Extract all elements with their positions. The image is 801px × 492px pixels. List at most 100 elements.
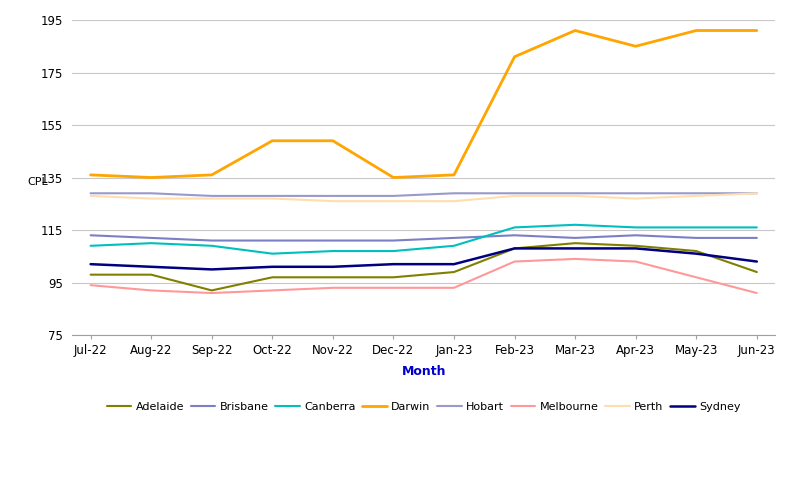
Sydney	[449, 261, 459, 267]
Canberra	[268, 251, 277, 257]
Brisbane	[570, 235, 580, 241]
Melbourne	[86, 282, 95, 288]
Perth	[570, 193, 580, 199]
Canberra	[631, 224, 641, 230]
Canberra	[388, 248, 398, 254]
Hobart	[86, 190, 95, 196]
Darwin	[752, 28, 762, 33]
Adelaide	[631, 243, 641, 249]
Melbourne	[449, 285, 459, 291]
Sydney	[570, 246, 580, 251]
Hobart	[691, 190, 701, 196]
Darwin	[509, 54, 519, 60]
Adelaide	[207, 287, 216, 293]
Line: Sydney: Sydney	[91, 248, 757, 270]
Canberra	[328, 248, 338, 254]
Sydney	[147, 264, 156, 270]
Sydney	[86, 261, 95, 267]
Canberra	[147, 240, 156, 246]
Canberra	[509, 224, 519, 230]
Canberra	[449, 243, 459, 249]
Melbourne	[570, 256, 580, 262]
Adelaide	[752, 269, 762, 275]
Perth	[207, 196, 216, 202]
Brisbane	[207, 238, 216, 244]
Line: Adelaide: Adelaide	[91, 243, 757, 290]
Hobart	[449, 190, 459, 196]
Hobart	[509, 190, 519, 196]
Melbourne	[388, 285, 398, 291]
Darwin	[388, 175, 398, 181]
Darwin	[86, 172, 95, 178]
Canberra	[570, 222, 580, 228]
Hobart	[388, 193, 398, 199]
Brisbane	[449, 235, 459, 241]
Adelaide	[147, 272, 156, 277]
Perth	[268, 196, 277, 202]
Brisbane	[328, 238, 338, 244]
Brisbane	[147, 235, 156, 241]
Canberra	[691, 224, 701, 230]
Sydney	[328, 264, 338, 270]
Brisbane	[388, 238, 398, 244]
Adelaide	[449, 269, 459, 275]
Sydney	[388, 261, 398, 267]
Line: Perth: Perth	[91, 193, 757, 201]
Melbourne	[328, 285, 338, 291]
Line: Hobart: Hobart	[91, 193, 757, 196]
Brisbane	[752, 235, 762, 241]
Hobart	[752, 190, 762, 196]
Brisbane	[509, 232, 519, 238]
Darwin	[207, 172, 216, 178]
Adelaide	[268, 275, 277, 280]
Sydney	[207, 267, 216, 273]
Hobart	[328, 193, 338, 199]
Darwin	[268, 138, 277, 144]
Hobart	[147, 190, 156, 196]
Brisbane	[268, 238, 277, 244]
Perth	[328, 198, 338, 204]
Perth	[86, 193, 95, 199]
Line: Brisbane: Brisbane	[91, 235, 757, 241]
Adelaide	[388, 275, 398, 280]
Darwin	[631, 43, 641, 49]
Darwin	[328, 138, 338, 144]
Adelaide	[570, 240, 580, 246]
Perth	[631, 196, 641, 202]
Sydney	[268, 264, 277, 270]
Darwin	[147, 175, 156, 181]
Perth	[509, 193, 519, 199]
Perth	[449, 198, 459, 204]
Perth	[691, 193, 701, 199]
Melbourne	[509, 259, 519, 265]
Hobart	[268, 193, 277, 199]
Line: Melbourne: Melbourne	[91, 259, 757, 293]
Brisbane	[691, 235, 701, 241]
Melbourne	[752, 290, 762, 296]
Legend: Adelaide, Brisbane, Canberra, Darwin, Hobart, Melbourne, Perth, Sydney: Adelaide, Brisbane, Canberra, Darwin, Ho…	[103, 398, 745, 416]
Sydney	[509, 246, 519, 251]
Line: Darwin: Darwin	[91, 31, 757, 178]
Sydney	[752, 259, 762, 265]
Melbourne	[268, 287, 277, 293]
Melbourne	[147, 287, 156, 293]
Brisbane	[631, 232, 641, 238]
Sydney	[691, 251, 701, 257]
Canberra	[207, 243, 216, 249]
Hobart	[570, 190, 580, 196]
Adelaide	[509, 246, 519, 251]
Perth	[388, 198, 398, 204]
Hobart	[207, 193, 216, 199]
Hobart	[631, 190, 641, 196]
Sydney	[631, 246, 641, 251]
Perth	[752, 190, 762, 196]
Melbourne	[631, 259, 641, 265]
Perth	[147, 196, 156, 202]
Adelaide	[86, 272, 95, 277]
Darwin	[449, 172, 459, 178]
Melbourne	[207, 290, 216, 296]
Canberra	[752, 224, 762, 230]
Adelaide	[328, 275, 338, 280]
Adelaide	[691, 248, 701, 254]
Line: Canberra: Canberra	[91, 225, 757, 254]
